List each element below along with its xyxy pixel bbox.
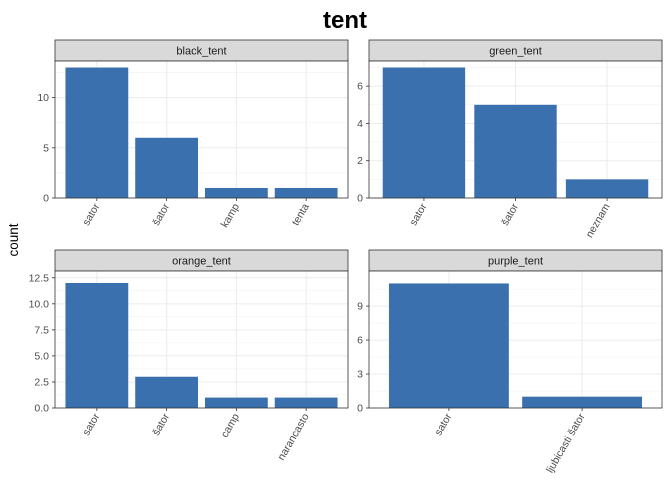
x-tick-label: neznam [584, 201, 613, 240]
facet-strip-label: green_tent [489, 46, 542, 58]
bar-šator [474, 104, 557, 198]
x-tick-label: šator [150, 201, 172, 228]
y-tick-label: 0 [357, 403, 363, 415]
facet-panel-green_tent: green_tent 0 2 4 6 sator šator neznam [357, 39, 663, 240]
y-tick-label: 7.5 [34, 324, 49, 336]
y-tick-label: 0 [43, 193, 49, 205]
bar-ljubicasti-šator [522, 396, 643, 408]
chart-title: tent [323, 7, 367, 34]
bar-sator [65, 282, 129, 408]
facet-strip-label: black_tent [176, 46, 226, 58]
y-tick-label: 12.5 [29, 272, 50, 284]
x-tick-label: sator [432, 411, 454, 438]
plot-border [368, 270, 663, 409]
x-tick-label: sator [407, 201, 429, 228]
x-tick-label: sator [80, 201, 102, 228]
y-tick-label: 4 [357, 118, 363, 130]
y-axis-title: count [6, 223, 21, 256]
x-tick-label: šator [499, 201, 521, 228]
y-tick-label: 2.5 [34, 376, 49, 388]
bar-neznam [565, 179, 649, 198]
x-tick-label: sator [80, 411, 102, 438]
bar-narancasto [274, 397, 338, 408]
bar-tenta [274, 187, 338, 198]
y-tick-label: 10.0 [29, 298, 50, 310]
facet-strip-label: purple_tent [488, 256, 543, 268]
y-tick-label: 9 [357, 301, 363, 313]
bar-kamp [204, 187, 268, 198]
facet-panels: black_tent 0 5 10 sator šator kamp tenta green_t… [29, 39, 663, 475]
plot-border [54, 60, 349, 199]
facet-panel-black_tent: black_tent 0 5 10 sator šator kamp tenta [37, 39, 349, 230]
x-tick-label: ljubicasti šator [544, 411, 588, 475]
y-tick-label: 6 [357, 81, 363, 93]
bar-sator [382, 67, 466, 199]
plot-border [368, 60, 663, 199]
x-tick-label: kamp [219, 201, 242, 229]
bar-šator [135, 137, 199, 198]
y-tick-label: 0 [357, 193, 363, 205]
y-tick-label: 6 [357, 335, 363, 347]
y-tick-label: 0.0 [34, 403, 49, 415]
x-tick-label: camp [219, 411, 242, 439]
facet-strip-label: orange_tent [172, 256, 231, 268]
y-tick-label: 5.0 [34, 350, 49, 362]
plot-border [54, 270, 349, 409]
bar-sator [388, 283, 509, 408]
y-tick-label: 5 [43, 142, 49, 154]
y-tick-label: 3 [357, 369, 363, 381]
y-tick-label: 10 [37, 92, 49, 104]
x-tick-label: tenta [290, 201, 312, 227]
facet-panel-purple_tent: purple_tent 0 3 6 9 sator ljubicasti šator [357, 249, 663, 475]
x-tick-label: narancasto [275, 411, 311, 462]
bar-šator [135, 376, 199, 408]
y-tick-label: 2 [357, 155, 363, 167]
bar-camp [204, 397, 268, 408]
x-tick-label: šator [150, 411, 172, 438]
bar-sator [65, 67, 129, 199]
facet-panel-orange_tent: orange_tent 0.0 2.5 5.0 7.5 10.0 12.5 sator šato… [29, 249, 349, 462]
